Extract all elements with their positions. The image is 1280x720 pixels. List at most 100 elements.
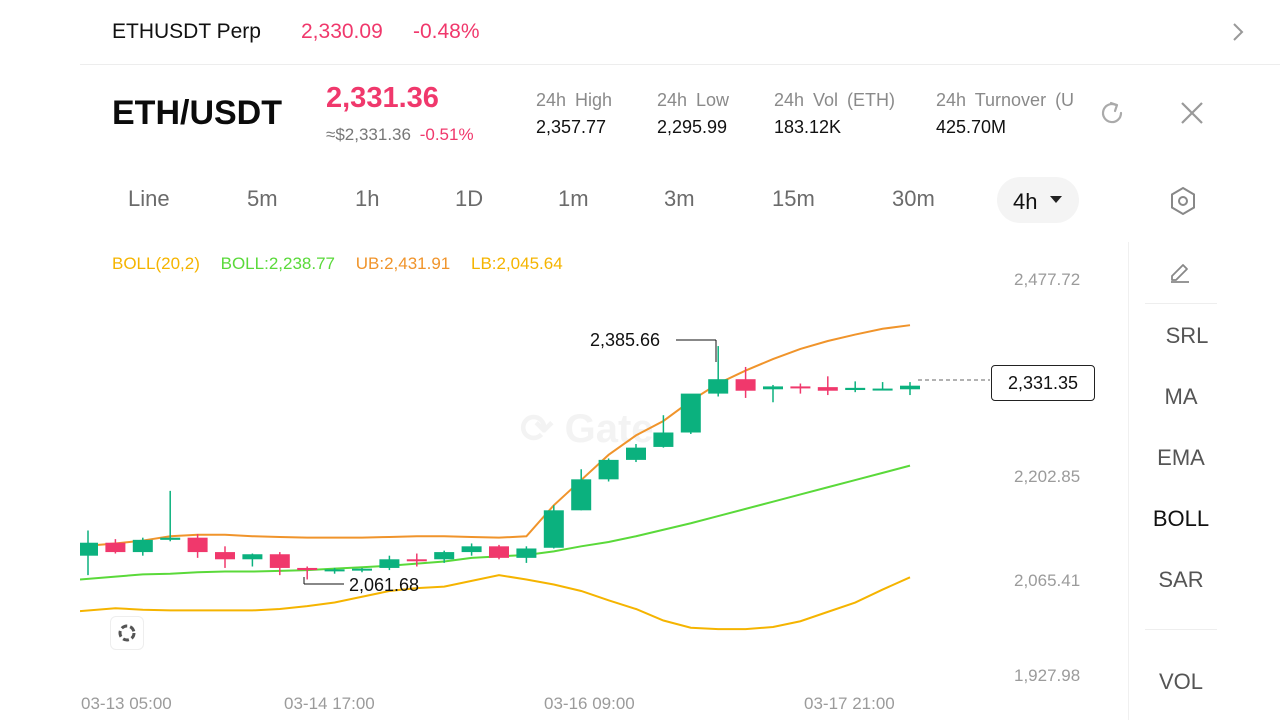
legend-name: BOLL(20,2) [112, 254, 200, 273]
candle [516, 546, 537, 563]
tab-1d[interactable]: 1D [455, 186, 484, 211]
legend-mid: BOLL:2,238.77 [220, 254, 335, 273]
legend-lb: LB:2,045.64 [470, 254, 563, 273]
stat-label: 24h Turnover (U [936, 90, 1075, 110]
indicator-ma[interactable]: MA [1164, 384, 1198, 409]
y-axis-label: 2,065.41 [1014, 571, 1081, 590]
panel-divider [1145, 303, 1217, 304]
last-price: 2,331.36 [326, 82, 439, 114]
low-annotation: 2,061.68 [349, 575, 420, 595]
current-price-value: 2,331.35 [1007, 373, 1079, 393]
ticker-price: 2,330.09 [301, 20, 383, 43]
candle [242, 553, 263, 567]
candle [626, 444, 646, 463]
ticker-change: -0.48% [413, 20, 480, 43]
stat-label: 24h Vol (ETH) [774, 90, 896, 110]
stat-24h-high: 24h High 2,357.77 [536, 90, 612, 138]
y-axis-label: 2,477.72 [1014, 270, 1081, 289]
x-axis-label: 03-14 17:00 [284, 694, 375, 713]
candle [160, 490, 181, 542]
header-divider [80, 64, 1280, 65]
current-price-label: 2,331.35 [991, 365, 1095, 401]
ticker-symbol[interactable]: ETHUSDT Perp [112, 20, 261, 43]
hexagon-settings-icon[interactable] [1168, 185, 1198, 217]
chart-tool-icon[interactable] [110, 616, 144, 650]
usd-price-line: ≈$2,331.36 -0.51% [326, 125, 474, 145]
close-icon[interactable] [1177, 98, 1207, 128]
candle [489, 544, 509, 560]
indicator-vol[interactable]: VOL [1158, 669, 1204, 694]
candle [735, 366, 756, 398]
usd-change: -0.51% [419, 125, 474, 144]
candle [680, 393, 701, 434]
indicator-boll[interactable]: BOLL [1152, 506, 1210, 531]
indicator-srl[interactable]: SRL [1165, 323, 1209, 348]
legend-ub: UB:2,431.91 [355, 254, 451, 273]
stat-label: 24h Low [657, 90, 730, 110]
caret-down-icon [1050, 196, 1062, 203]
chevron-right-icon[interactable] [1226, 18, 1250, 46]
boll-legend: BOLL(20,2) BOLL:2,238.77 UB:2,431.91 LB:… [112, 254, 579, 274]
stat-24h-vol: 24h Vol (ETH) 183.12K [774, 90, 895, 138]
candle [763, 384, 783, 403]
candle [708, 346, 729, 397]
candle [352, 567, 372, 573]
tab-15m[interactable]: 15m [772, 186, 815, 211]
candle [900, 382, 920, 396]
chart-area[interactable]: ⟳ Gate [80, 242, 1230, 720]
stat-label: 24h High [536, 90, 613, 110]
candle [406, 553, 427, 567]
stat-24h-turnover: 24h Turnover (U 425.70M [936, 90, 1084, 138]
tab-30m[interactable]: 30m [892, 186, 935, 211]
boll-upper-line [80, 324, 911, 548]
y-axis-label: 1,927.98 [1014, 666, 1081, 685]
candle [215, 546, 235, 568]
stat-value: 425.70M [936, 117, 1007, 137]
x-axis-label: 03-17 21:00 [804, 694, 895, 713]
candlestick-chart[interactable]: ⟳ Gate [80, 242, 1128, 720]
stat-24h-low: 24h Low 2,295.99 [657, 90, 729, 138]
tab-5m[interactable]: 5m [247, 186, 278, 211]
candle [598, 458, 619, 482]
panel-divider [1145, 629, 1217, 630]
boll-mid-line [80, 464, 911, 581]
pencil-icon[interactable] [1167, 259, 1193, 285]
stat-value: 2,295.99 [657, 117, 728, 137]
candle [324, 567, 345, 574]
stat-value: 183.12K [774, 117, 842, 137]
x-axis-label: 03-13 05:00 [81, 694, 172, 713]
candle [543, 505, 564, 549]
candle [297, 566, 318, 580]
tab-line[interactable]: Line [128, 186, 170, 211]
watermark-logo: ⟳ Gate [520, 407, 654, 451]
candle [845, 381, 866, 393]
indicator-ema[interactable]: EMA [1157, 445, 1205, 470]
tab-4h-dropdown[interactable]: 4h [997, 177, 1079, 223]
x-axis-label: 03-16 09:00 [544, 694, 635, 713]
tab-4h-label: 4h [1013, 189, 1038, 214]
boll-lower-line [80, 574, 911, 631]
candle [379, 555, 400, 571]
indicator-panel: SRL MA EMA BOLL SAR VOL [1128, 242, 1233, 720]
candle [872, 382, 893, 391]
candle [105, 539, 126, 554]
high-annotation: 2,385.66 [590, 330, 661, 350]
candle [132, 537, 153, 556]
candle [571, 469, 592, 511]
usd-approx: ≈$2,331.36 [326, 125, 411, 144]
ticker-bar[interactable]: ETHUSDT Perp 2,330.09 -0.48% [0, 0, 1280, 64]
candle [269, 552, 290, 576]
candle [653, 415, 674, 448]
candle [817, 376, 838, 396]
refresh-icon[interactable] [1097, 98, 1127, 128]
indicator-sar[interactable]: SAR [1158, 567, 1204, 592]
tab-3m[interactable]: 3m [664, 186, 695, 211]
y-axis-label: 2,202.85 [1014, 467, 1081, 486]
candle [187, 534, 208, 558]
pair-title: ETH/USDT [112, 94, 282, 132]
tab-1h[interactable]: 1h [355, 186, 380, 211]
candle [461, 543, 482, 556]
stat-value: 2,357.77 [536, 117, 607, 137]
candle [790, 383, 811, 394]
tab-1m[interactable]: 1m [558, 186, 589, 211]
